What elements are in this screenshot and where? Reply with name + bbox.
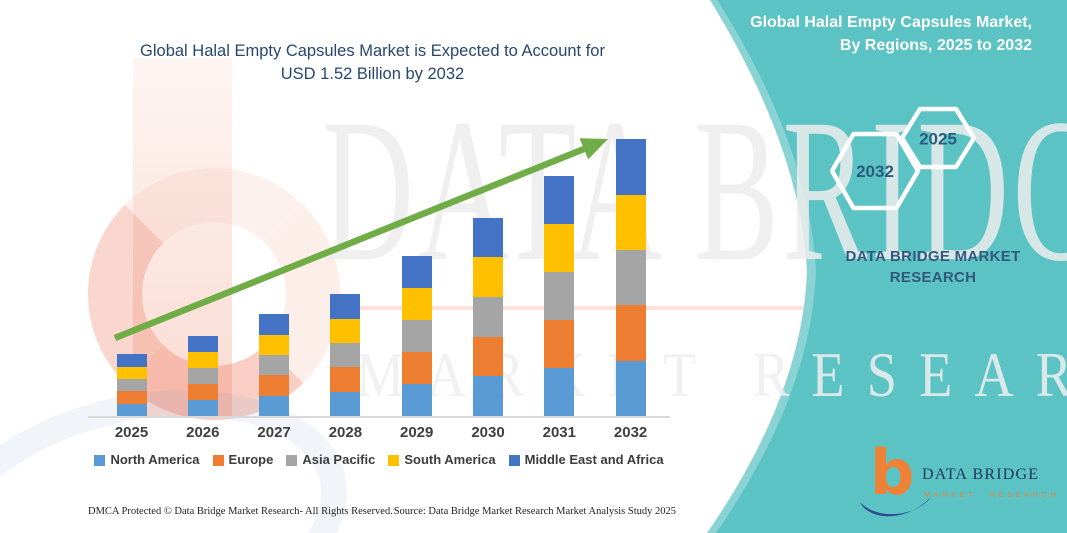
- segment-south-america-2027: [259, 334, 290, 355]
- segment-middle-east-and-africa-2028: [330, 294, 361, 319]
- x-label-2028: 2028: [328, 424, 363, 441]
- segment-north-america-2030: [473, 376, 503, 416]
- segment-north-america-2025: [116, 403, 147, 416]
- legend-item-south-america: South America: [388, 452, 496, 467]
- segment-south-america-2030: [473, 257, 503, 297]
- segment-europe-2027: [259, 375, 290, 396]
- logo-wordmark: DATA BRIDGE: [922, 466, 1040, 483]
- segment-middle-east-and-africa-2030: [473, 217, 503, 258]
- panel-brand-line2: RESEARCH: [889, 269, 977, 286]
- segment-north-america-2026: [187, 399, 218, 416]
- panel-heading-line2: By Regions, 2025 to 2032: [839, 37, 1032, 54]
- segment-north-america-2027: [259, 395, 290, 416]
- x-label-2030: 2030: [471, 424, 505, 441]
- legend-swatch-middle-east-and-africa: [508, 454, 520, 466]
- bar-2029: [401, 255, 432, 416]
- legend-swatch-asia-pacific: [286, 454, 298, 466]
- bar-2025: [116, 354, 147, 416]
- x-label-2027: 2027: [257, 424, 291, 441]
- legend-label-south-america: South America: [404, 452, 496, 467]
- segment-north-america-2029: [401, 383, 432, 416]
- segment-asia-pacific-2031: [544, 271, 575, 320]
- legend-swatch-north-america: [94, 454, 106, 466]
- bar-2026: [187, 335, 218, 416]
- panel-brand-line1: DATA BRIDGE MARKET: [845, 248, 1021, 265]
- x-label-2029: 2029: [400, 424, 434, 441]
- legend: North America Europe Asia Pacific South Ame…: [86, 452, 672, 467]
- segment-europe-2025: [116, 391, 147, 404]
- x-label-2032: 2032: [613, 424, 648, 441]
- segment-europe-2032: [615, 305, 646, 361]
- plot-area: [88, 126, 670, 418]
- segment-middle-east-and-africa-2032: [615, 139, 646, 195]
- x-label-2026: 2026: [186, 424, 220, 441]
- legend-swatch-europe: [212, 454, 224, 466]
- footer-source-text: Source: Data Bridge Market Research Mark…: [393, 506, 676, 517]
- x-axis-labels: 2025 2026 2027 2028 2029 2030 2031 2032: [88, 424, 670, 444]
- footer-dmca-text: DMCA Protected © Data Bridge Market Rese…: [88, 506, 393, 517]
- segment-asia-pacific-2032: [615, 250, 646, 306]
- segment-north-america-2031: [544, 367, 575, 416]
- legend-item-middle-east-and-africa: Middle East and Africa: [508, 452, 664, 467]
- bar-2031: [544, 175, 575, 416]
- segment-europe-2028: [330, 367, 361, 392]
- segment-europe-2026: [187, 383, 218, 400]
- segment-asia-pacific-2027: [259, 354, 290, 376]
- chart-title-line2: USD 1.52 Billion by 2032: [280, 65, 465, 83]
- teal-edge-highlight: [707, 0, 817, 533]
- chart-title: Global Halal Empty Capsules Market is Ex…: [65, 40, 680, 86]
- segment-south-america-2028: [330, 318, 361, 343]
- legend-label-middle-east-and-africa: Middle East and Africa: [524, 452, 664, 467]
- legend-item-north-america: North America: [94, 452, 200, 467]
- bar-2027: [259, 314, 290, 416]
- segment-middle-east-and-africa-2026: [187, 335, 218, 352]
- legend-swatch-south-america: [388, 454, 400, 466]
- segment-middle-east-and-africa-2029: [401, 255, 432, 288]
- legend-item-europe: Europe: [212, 452, 274, 467]
- panel-heading-line1: Global Halal Empty Capsules Market,: [750, 14, 1032, 31]
- segment-europe-2029: [401, 351, 432, 384]
- bar-2028: [330, 294, 361, 416]
- segment-north-america-2028: [330, 391, 361, 416]
- bar-2032: [615, 139, 646, 416]
- footer: DMCA Protected © Data Bridge Market Rese…: [88, 506, 676, 517]
- legend-label-asia-pacific: Asia Pacific: [302, 452, 376, 467]
- segment-europe-2030: [473, 336, 503, 377]
- segment-middle-east-and-africa-2027: [259, 314, 290, 335]
- teal-panel-shape: [707, 0, 1067, 533]
- logo-b-icon: b: [870, 436, 915, 509]
- panel-heading: Global Halal Empty Capsules Market, By R…: [692, 11, 1032, 57]
- legend-label-europe: Europe: [228, 452, 274, 467]
- segment-europe-2031: [544, 319, 575, 368]
- segment-asia-pacific-2025: [116, 378, 147, 392]
- segment-asia-pacific-2029: [401, 319, 432, 352]
- segment-south-america-2026: [187, 351, 218, 368]
- segment-south-america-2032: [615, 194, 646, 251]
- segment-middle-east-and-africa-2031: [544, 175, 575, 224]
- segment-south-america-2029: [401, 287, 432, 320]
- panel-brand-text: DATA BRIDGE MARKET RESEARCH: [828, 246, 1038, 288]
- bar-2030: [473, 217, 503, 416]
- segment-south-america-2031: [544, 223, 575, 272]
- x-label-2025: 2025: [114, 424, 149, 441]
- legend-label-north-america: North America: [110, 452, 200, 467]
- segment-south-america-2025: [116, 366, 147, 379]
- segment-north-america-2032: [615, 360, 646, 416]
- segment-middle-east-and-africa-2025: [116, 354, 147, 367]
- legend-item-asia-pacific: Asia Pacific: [286, 452, 375, 467]
- segment-asia-pacific-2030: [473, 296, 503, 337]
- data-bridge-logo: b DATA BRIDGE MARKET RESEARCH: [858, 442, 1060, 528]
- x-label-2031: 2031: [542, 424, 576, 441]
- segment-asia-pacific-2028: [330, 342, 361, 368]
- segment-asia-pacific-2026: [187, 367, 218, 384]
- watermark-logo-underline: [340, 306, 1060, 310]
- logo-tagline: MARKET RESEARCH: [924, 490, 1060, 499]
- chart-title-line1: Global Halal Empty Capsules Market is Ex…: [140, 42, 605, 60]
